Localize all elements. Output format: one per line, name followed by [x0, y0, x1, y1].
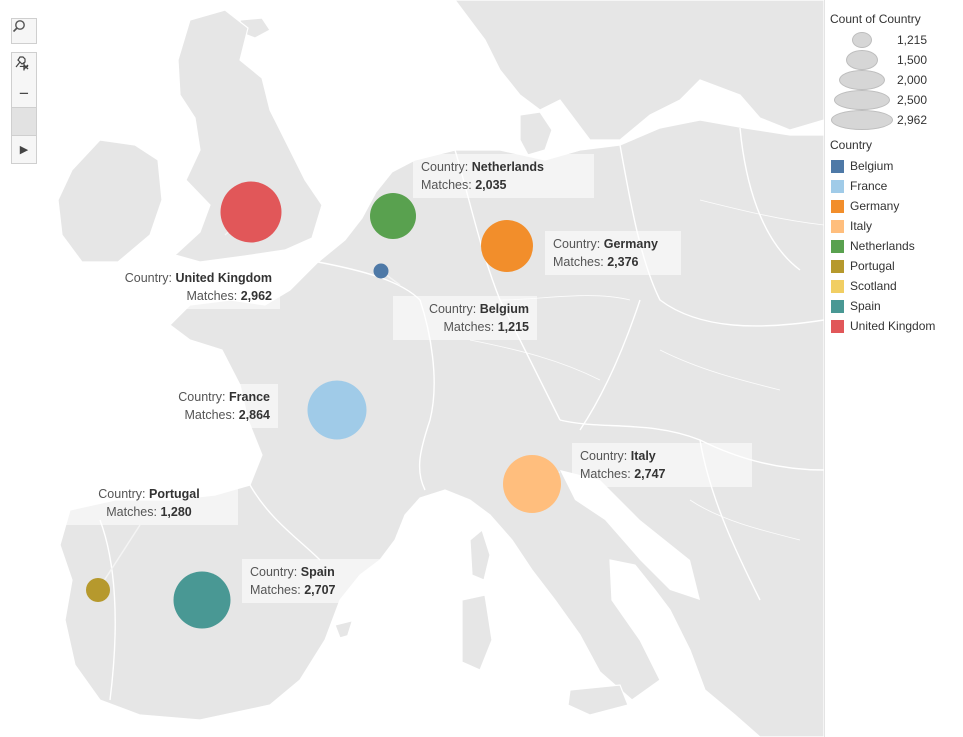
legend-swatch — [831, 219, 844, 233]
legend-swatch — [831, 179, 844, 193]
pin-icon — [15, 56, 29, 70]
label-netherlands: Country: Netherlands Matches: 2,035 — [413, 154, 594, 198]
pin-map-button[interactable] — [12, 56, 36, 136]
label-united-kingdom: Country: United Kingdom Matches: 2,962 — [104, 265, 280, 309]
legend-item-united-kingdom[interactable]: United Kingdom — [831, 316, 963, 336]
label-germany: Country: Germany Matches: 2,376 — [545, 231, 681, 275]
legend-swatch — [831, 259, 844, 273]
map-toolbar: + − ▶ — [11, 52, 37, 164]
zoom-in-button[interactable]: + — [19, 56, 29, 76]
legend-item-scotland[interactable]: Scotland — [831, 276, 963, 296]
size-legend: 1,215 1,500 2,000 2,500 2,962 — [828, 30, 963, 130]
bubble-netherlands[interactable] — [370, 193, 416, 239]
land-corsica — [469, 528, 491, 581]
bubble-portugal[interactable] — [86, 578, 110, 602]
legend-item-germany[interactable]: Germany — [831, 196, 963, 216]
legend-item-france[interactable]: France — [831, 176, 963, 196]
size-legend-title: Count of Country — [830, 12, 921, 26]
label-belgium: Country: Belgium Matches: 1,215 — [393, 296, 537, 340]
bubble-united-kingdom[interactable] — [220, 181, 282, 243]
legend-swatch — [831, 239, 844, 253]
legend-swatch — [831, 319, 844, 333]
legend-swatch — [831, 279, 844, 293]
legend-item-spain[interactable]: Spain — [831, 296, 963, 316]
search-icon — [12, 20, 25, 33]
bubble-spain[interactable] — [173, 571, 231, 629]
size-legend-item: 2,962 — [828, 110, 963, 130]
map-view[interactable]: Country: United Kingdom Matches: 2,962 C… — [0, 0, 825, 737]
expand-toolbar-button[interactable]: ▶ — [19, 144, 29, 156]
land-ireland — [57, 139, 163, 263]
legend-item-belgium[interactable]: Belgium — [831, 156, 963, 176]
land-sicily — [567, 684, 629, 716]
label-italy: Country: Italy Matches: 2,747 — [572, 443, 752, 487]
legend-swatch — [831, 159, 844, 173]
color-legend: Belgium France Germany Italy Netherlands… — [828, 156, 963, 336]
legend-item-portugal[interactable]: Portugal — [831, 256, 963, 276]
basemap — [57, 0, 824, 737]
zoom-out-button[interactable]: − — [19, 83, 29, 103]
bubble-germany[interactable] — [481, 220, 533, 272]
label-france: Country: France Matches: 2,864 — [98, 384, 278, 428]
land-denmark — [519, 111, 553, 156]
legend-item-netherlands[interactable]: Netherlands — [831, 236, 963, 256]
legend-swatch — [831, 299, 844, 313]
color-legend-title: Country — [830, 138, 873, 152]
bubble-belgium[interactable] — [373, 263, 389, 279]
size-legend-item: 1,215 — [828, 30, 963, 50]
land-great-britain — [173, 9, 323, 263]
legend: Count of Country 1,215 1,500 2,000 2,500… — [828, 10, 963, 336]
size-legend-item: 1,500 — [828, 50, 963, 70]
land-scandinavia — [454, 0, 824, 141]
size-legend-item: 2,500 — [828, 90, 963, 110]
label-portugal: Country: Portugal Matches: 1,280 — [60, 481, 238, 525]
label-spain: Country: Spain Matches: 2,707 — [242, 559, 421, 603]
legend-swatch — [831, 199, 844, 213]
map-search-button[interactable] — [11, 18, 37, 44]
legend-item-italy[interactable]: Italy — [831, 216, 963, 236]
bubble-italy[interactable] — [503, 455, 561, 513]
size-legend-item: 2,000 — [828, 70, 963, 90]
land-sardinia — [461, 594, 493, 671]
bubble-france[interactable] — [307, 380, 367, 440]
